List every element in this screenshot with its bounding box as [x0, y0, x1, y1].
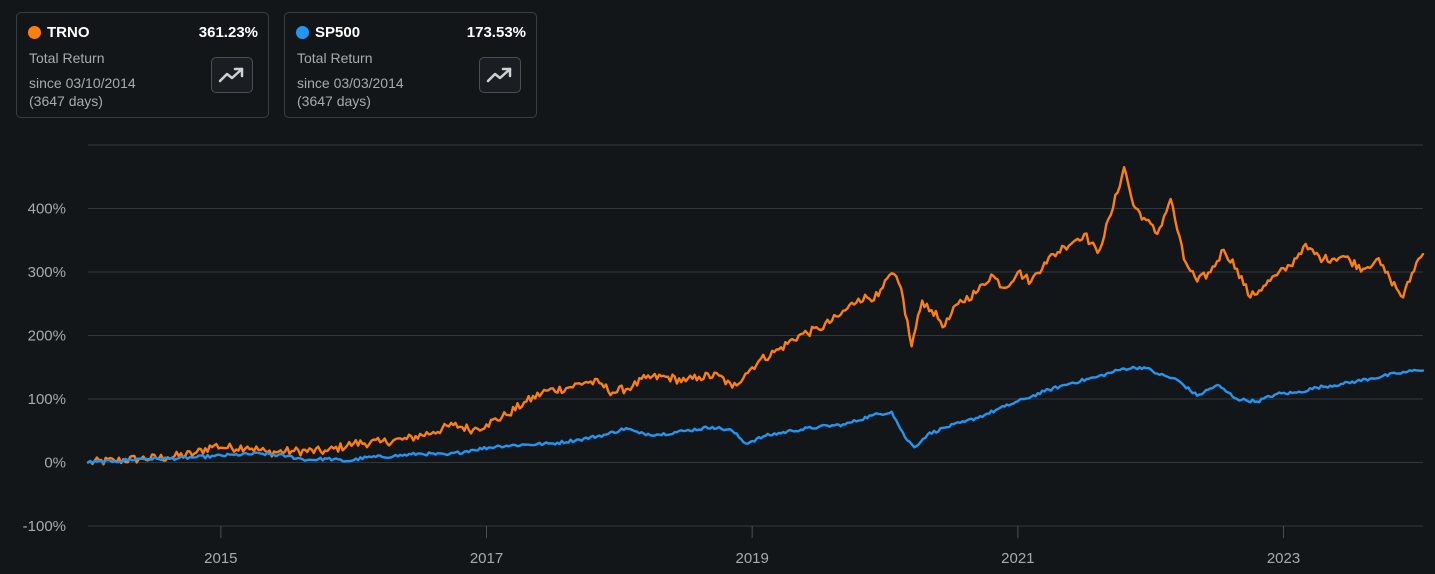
trending-up-icon: [218, 67, 244, 83]
x-tick-label: 2017: [470, 550, 503, 567]
x-tick-label: 2023: [1267, 550, 1300, 567]
trno-color-dot: [28, 26, 41, 39]
card-label: Total Return: [297, 50, 373, 66]
y-tick-label: 300%: [28, 264, 66, 281]
card-ticker: SP500: [315, 24, 361, 41]
x-tick-label: 2015: [204, 550, 237, 567]
y-tick-label: 400%: [28, 201, 66, 218]
series-line-sp500: [86, 365, 1425, 465]
card-since: since 03/03/2014 (3647 days): [297, 74, 404, 110]
card-since-date: since 03/03/2014: [297, 75, 404, 91]
trno-summary-card: TRNO 361.23% Total Return since 03/10/20…: [16, 12, 269, 118]
card-ticker: TRNO: [47, 24, 90, 41]
card-since-date: since 03/10/2014: [29, 75, 136, 91]
card-since: since 03/10/2014 (3647 days): [29, 74, 136, 110]
card-label: Total Return: [29, 50, 105, 66]
sp500-color-dot: [296, 26, 309, 39]
chart-type-button[interactable]: [479, 57, 521, 93]
series-line-trno: [86, 166, 1425, 466]
y-tick-label: 200%: [28, 328, 66, 345]
x-tick-label: 2019: [735, 550, 768, 567]
trending-up-icon: [486, 67, 512, 83]
card-days: (3647 days): [297, 93, 371, 109]
y-tick-label: 0%: [44, 455, 66, 472]
sp500-summary-card: SP500 173.53% Total Return since 03/03/2…: [284, 12, 537, 118]
card-total-return-value: 173.53%: [466, 24, 526, 41]
x-tick-label: 2021: [1001, 550, 1034, 567]
y-tick-label: 100%: [28, 391, 66, 408]
chart-type-button[interactable]: [211, 57, 253, 93]
y-tick-label: -100%: [23, 518, 66, 535]
card-total-return-value: 361.23%: [198, 24, 258, 41]
card-days: (3647 days): [29, 93, 103, 109]
